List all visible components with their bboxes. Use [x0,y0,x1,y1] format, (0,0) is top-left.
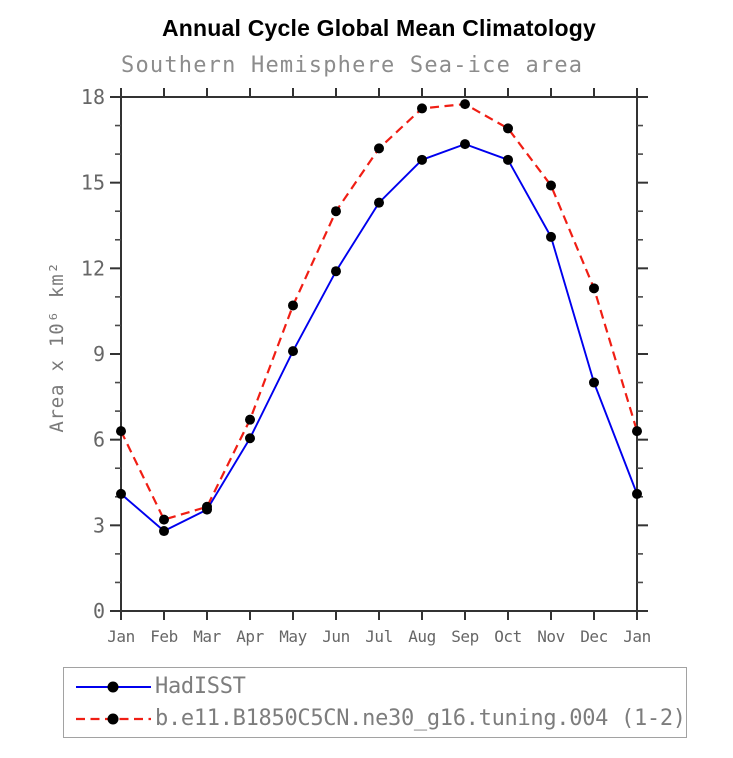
y-tick-label: 9 [93,342,105,366]
x-tick-label: Jul [365,627,392,646]
x-tick-label: Jun [322,627,349,646]
y-tick-label: 18 [81,85,105,109]
data-point-series-0 [159,526,169,537]
legend-line-sample [76,681,151,692]
x-tick-label: Mar [193,627,221,646]
data-point-series-1 [202,501,212,512]
x-tick-label: Sep [451,627,478,646]
data-point-series-0 [331,266,341,277]
y-tick-label: 15 [81,171,105,195]
data-point-series-0 [632,488,642,499]
legend-label: b.e11.B1850C5CN.ne30_g16.tuning.004 (1-2… [155,705,686,731]
x-tick-label: Apr [236,627,264,646]
data-point-series-1 [245,414,255,425]
data-point-series-1 [589,283,599,294]
data-point-series-0 [288,346,298,357]
x-tick-label: Jan [107,627,134,646]
legend: HadISST b.e11.B1850C5CN.ne30_g16.tuning.0… [63,667,687,738]
chart-title: Annual Cycle Global Mean Climatology [161,15,597,41]
data-point-series-0 [417,154,427,165]
data-point-series-1 [159,514,169,525]
x-tick-label: Oct [494,627,521,646]
y-tick-label: 0 [93,599,105,623]
y-tick-label: 6 [93,428,105,452]
legend-line-sample [76,713,151,724]
data-point-series-1 [460,99,470,110]
data-point-series-1 [374,143,384,154]
chart-subtitle: Southern Hemisphere Sea-ice area [121,53,584,78]
legend-marker-dot [107,713,119,724]
legend-row: b.e11.B1850C5CN.ne30_g16.tuning.004 (1-2… [75,703,686,735]
plot-frame [120,96,638,612]
data-point-series-1 [546,180,556,191]
x-tick-label: Nov [537,627,564,646]
legend-marker-dot [107,681,119,692]
series-line-1 [120,102,639,521]
data-point-series-1 [632,426,642,437]
data-point-series-0 [546,231,556,242]
legend-row: HadISST [75,671,686,703]
x-tick-label: Aug [408,627,435,646]
legend-label: HadISST [155,673,246,699]
data-point-series-0 [460,139,470,150]
x-tick-label: Feb [150,627,177,646]
y-tick-label: 3 [93,513,105,537]
data-point-series-0 [589,377,599,388]
data-point-series-1 [417,103,427,114]
data-point-series-0 [374,197,384,208]
y-tick-label: 12 [81,256,105,280]
x-tick-label: Dec [580,627,607,646]
x-tick-label: May [279,627,307,646]
x-tick-label: Jan [623,627,650,646]
data-point-series-0 [503,154,513,165]
data-point-series-1 [331,206,341,217]
data-point-series-1 [288,300,298,311]
data-point-series-1 [116,426,126,437]
data-point-series-1 [503,123,513,134]
data-point-series-0 [116,488,126,499]
data-point-series-0 [245,433,255,444]
